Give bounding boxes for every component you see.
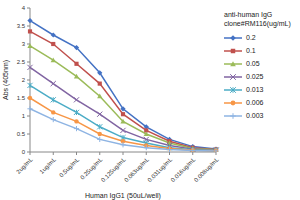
html-text:0.013: 0.013 [246, 86, 264, 93]
svg-text:0.008ug/mL: 0.008ug/mL [193, 156, 220, 183]
svg-text:0.25ug/mL: 0.25ug/mL [79, 156, 104, 181]
svg-text:1.5: 1.5 [17, 95, 26, 101]
svg-text:4: 4 [22, 5, 26, 11]
svg-text:2ug/mL: 2ug/mL [15, 156, 34, 175]
html-text:0.025: 0.025 [246, 73, 264, 80]
svg-text:2: 2 [22, 77, 26, 83]
svg-text:1: 1 [22, 113, 26, 119]
svg-text:0.5ug/mL: 0.5ug/mL [58, 156, 80, 178]
svg-text:0: 0 [22, 149, 26, 155]
html-text:0.003: 0.003 [246, 112, 264, 119]
html-text:0.006: 0.006 [246, 99, 264, 106]
html-text:0.05: 0.05 [246, 60, 260, 67]
svg-text:3.5: 3.5 [17, 23, 26, 29]
svg-text:0.016ug/mL: 0.016ug/mL [169, 156, 197, 184]
svg-text:3: 3 [22, 41, 26, 47]
svg-text:Abs (405nm): Abs (405nm) [8, 60, 10, 100]
html-text:0.1: 0.1 [246, 47, 256, 54]
html-text:0.2: 0.2 [246, 34, 256, 41]
svg-text:0.125ug/mL: 0.125ug/mL [100, 156, 127, 184]
svg-text:0.063ug/mL: 0.063ug/mL [123, 156, 150, 184]
svg-text:0.5: 0.5 [17, 131, 26, 137]
html-text:anti-human IgG clone#RM116(ug/: anti-human IgG clone#RM116(ug/mL) [224, 11, 291, 27]
svg-text:1ug/mL: 1ug/mL [39, 156, 58, 175]
svg-text:0.031ug/mL: 0.031ug/mL [146, 156, 174, 184]
svg-text:2.5: 2.5 [17, 59, 26, 65]
svg-text:Human IgG1 (50uL/well): Human IgG1 (50uL/well) [85, 192, 161, 200]
